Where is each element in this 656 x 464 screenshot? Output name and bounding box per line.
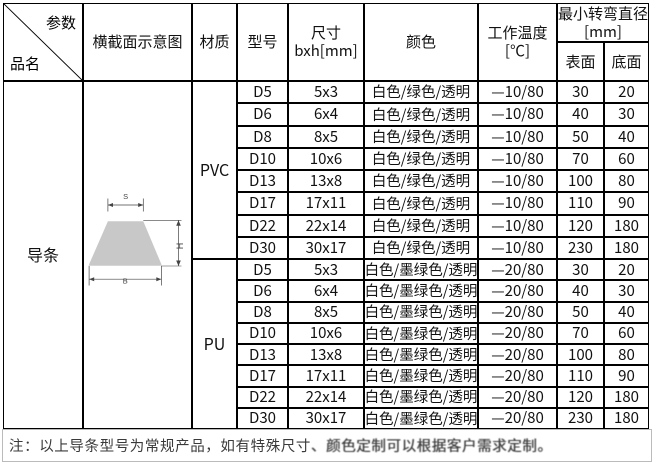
svg-text:B: B: [123, 277, 128, 286]
svg-text:H: H: [175, 243, 185, 250]
svg-text:S: S: [123, 192, 128, 201]
